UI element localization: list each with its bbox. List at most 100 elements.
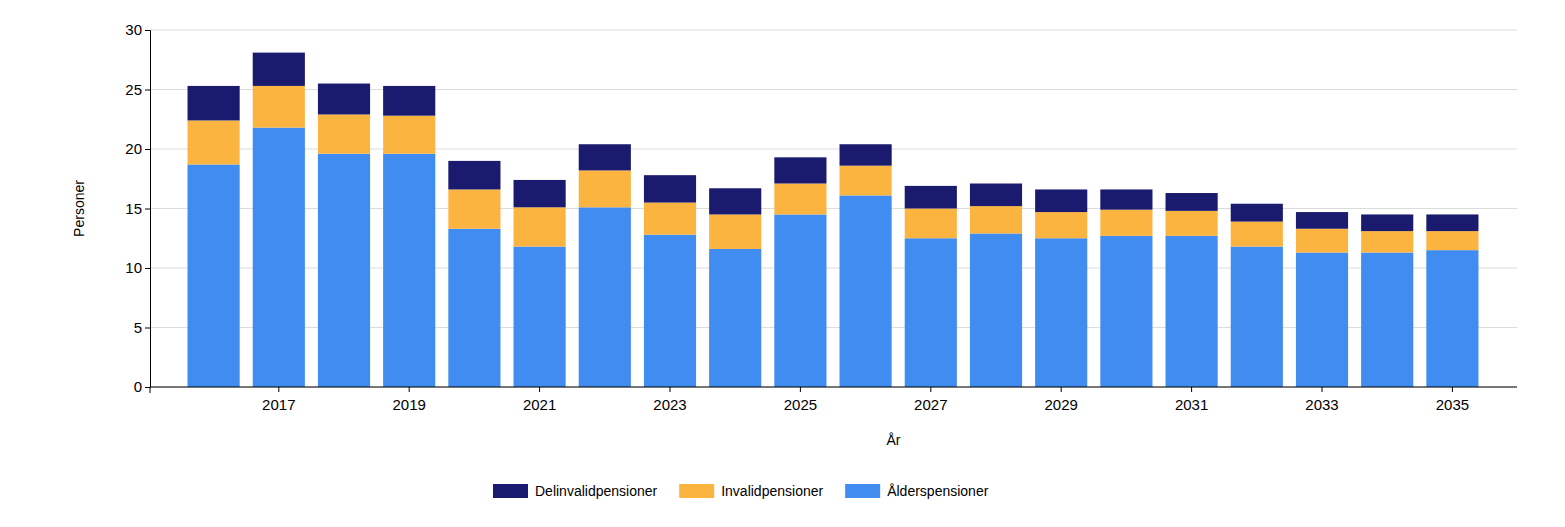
bar	[1100, 236, 1152, 387]
tick-label: 15	[125, 200, 142, 217]
bar	[1035, 238, 1087, 387]
legend-item: Delinvalidpensioner	[493, 483, 658, 499]
tick-label: 2035	[1436, 396, 1469, 413]
bar	[1100, 210, 1152, 236]
bar-series	[188, 86, 1479, 253]
bar	[709, 214, 761, 249]
tick: 5	[134, 319, 150, 336]
bar	[1166, 236, 1218, 387]
legend-label: Ålderspensioner	[887, 483, 989, 499]
bar	[1231, 247, 1283, 387]
bar	[318, 154, 370, 387]
tick: 2035	[1436, 387, 1469, 413]
tick-mark	[145, 149, 150, 150]
bar	[1361, 253, 1413, 387]
legend-item: Ålderspensioner	[845, 483, 989, 499]
bar	[1166, 193, 1218, 211]
tick: 2031	[1175, 387, 1208, 413]
bar	[383, 154, 435, 387]
bar	[253, 53, 305, 86]
x-axis-title: År	[887, 432, 901, 448]
tick: 25	[125, 81, 150, 98]
bar	[1231, 204, 1283, 222]
bar	[448, 161, 500, 190]
tick-mark	[145, 90, 150, 91]
tick-label: 2021	[523, 396, 556, 413]
tick: 2023	[653, 387, 686, 413]
bar	[1426, 231, 1478, 250]
tick-mark	[145, 387, 150, 388]
bar	[1035, 189, 1087, 212]
tick-label: 10	[125, 259, 142, 276]
bar	[1231, 222, 1283, 247]
bar	[905, 238, 957, 387]
tick: 10	[125, 259, 150, 276]
tick-mark	[1061, 387, 1062, 392]
bar	[1296, 212, 1348, 229]
bar	[905, 186, 957, 209]
legend-swatch	[845, 484, 880, 498]
tick-label: 2019	[393, 396, 426, 413]
bar	[970, 206, 1022, 233]
tick-label: 0	[134, 378, 142, 395]
tick-label: 2031	[1175, 396, 1208, 413]
tick-mark	[1322, 387, 1323, 392]
tick-mark	[1191, 387, 1192, 392]
bar	[1361, 214, 1413, 231]
bar-series	[188, 128, 1479, 387]
bar	[709, 249, 761, 387]
y-axis-title: Personer	[71, 180, 87, 237]
bar	[970, 184, 1022, 207]
tick-label: 2023	[653, 396, 686, 413]
bar	[253, 128, 305, 387]
bar	[318, 84, 370, 115]
tick-label: 2033	[1305, 396, 1338, 413]
bar	[579, 170, 631, 207]
legend-item: Invalidpensioner	[679, 483, 823, 499]
tick: 2025	[784, 387, 817, 413]
legend-swatch	[493, 484, 528, 498]
bar	[318, 114, 370, 153]
bar	[840, 144, 892, 165]
tick: 2017	[262, 387, 295, 413]
bar	[970, 233, 1022, 387]
tick-mark	[278, 387, 279, 392]
bar	[514, 247, 566, 387]
bar-series	[188, 53, 1479, 232]
tick-mark	[1452, 387, 1453, 392]
tick-label: 2029	[1045, 396, 1078, 413]
tick-label: 30	[125, 21, 142, 38]
legend-swatch	[679, 484, 714, 498]
bar	[188, 120, 240, 164]
bar	[1100, 189, 1152, 209]
legend-label: Delinvalidpensioner	[535, 483, 658, 499]
tick-label: 2017	[262, 396, 295, 413]
bar	[1166, 211, 1218, 236]
bar	[840, 195, 892, 387]
grid	[150, 30, 1517, 387]
bar	[1296, 229, 1348, 253]
plot-area	[188, 53, 1479, 387]
bar	[514, 180, 566, 207]
bar	[514, 207, 566, 246]
tick-label: 2027	[914, 396, 947, 413]
bar	[774, 184, 826, 215]
y-axis: 051015202530	[125, 21, 150, 395]
tick-mark	[145, 268, 150, 269]
bar	[383, 86, 435, 116]
bar	[905, 209, 957, 239]
bar	[644, 175, 696, 202]
tick-mark	[145, 209, 150, 210]
tick: 2033	[1305, 387, 1338, 413]
bar	[579, 144, 631, 170]
bar	[1426, 250, 1478, 387]
bar	[579, 207, 631, 387]
tick-mark	[145, 328, 150, 329]
bar	[709, 188, 761, 214]
bar	[840, 166, 892, 196]
bar	[644, 203, 696, 235]
bar	[774, 214, 826, 387]
axis-line	[145, 31, 151, 388]
tick: 30	[125, 21, 150, 38]
bar	[448, 229, 500, 387]
